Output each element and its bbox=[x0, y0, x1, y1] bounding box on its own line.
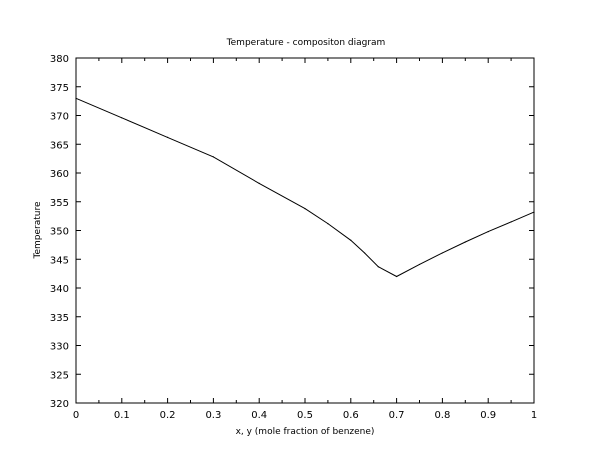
y-tick-label: 360 bbox=[50, 169, 69, 180]
x-tick-label: 0.1 bbox=[114, 410, 130, 421]
y-tick-label: 375 bbox=[50, 83, 69, 94]
data-point bbox=[418, 263, 421, 266]
x-tick-label: 0.9 bbox=[480, 410, 496, 421]
y-tick-label: 365 bbox=[50, 140, 69, 151]
y-tick-label: 345 bbox=[50, 255, 69, 266]
series-line bbox=[75, 97, 535, 278]
x-tick-label: 0.3 bbox=[205, 410, 221, 421]
data-point bbox=[510, 221, 512, 223]
x-tick-label: 0.8 bbox=[434, 410, 450, 421]
y-tick-label: 355 bbox=[50, 198, 69, 209]
y-tick-label: 325 bbox=[50, 370, 69, 381]
x-tick-label: 0.6 bbox=[343, 410, 359, 421]
y-tick-label: 335 bbox=[50, 313, 69, 324]
y-tick-label: 340 bbox=[50, 284, 69, 295]
data-point bbox=[327, 223, 329, 225]
data-point bbox=[363, 252, 366, 254]
y-axis-ticks: 320 325 330 335 340 345 350 355 360 365 370 375 380 bbox=[50, 54, 534, 410]
data-point bbox=[75, 97, 77, 99]
x-tick-label: 1 bbox=[531, 410, 537, 421]
data-point bbox=[258, 182, 260, 184]
data-point bbox=[304, 208, 306, 210]
x-axis-title: x, y (mole fraction of benzene) bbox=[236, 427, 375, 437]
chart-title: Temperature - compositon diagram bbox=[226, 38, 386, 48]
data-point bbox=[487, 231, 489, 233]
x-axis-ticks: 0 0.1 0.2 0.3 0.4 0.5 0.6 0.7 0.8 0.9 1 bbox=[73, 58, 537, 421]
y-tick-label: 380 bbox=[50, 54, 69, 65]
y-tick-label: 350 bbox=[50, 227, 69, 238]
data-point bbox=[533, 211, 535, 213]
y-tick-label: 320 bbox=[50, 399, 69, 410]
y-tick-label: 370 bbox=[50, 112, 69, 123]
data-point bbox=[441, 252, 443, 254]
y-axis-title: Temperature bbox=[33, 201, 43, 259]
plot-frame bbox=[75, 57, 535, 404]
y-tick-label: 330 bbox=[50, 342, 69, 353]
data-point bbox=[350, 239, 352, 241]
data-point bbox=[464, 241, 466, 243]
x-tick-label: 0.5 bbox=[297, 410, 313, 421]
data-point bbox=[121, 117, 123, 119]
series-layer bbox=[75, 97, 535, 278]
data-point bbox=[396, 275, 398, 278]
x-tick-label: 0.7 bbox=[389, 410, 405, 421]
x-tick-label: 0 bbox=[73, 410, 79, 421]
data-point bbox=[167, 136, 169, 138]
x-tick-label: 0.2 bbox=[160, 410, 176, 421]
data-point bbox=[377, 266, 379, 268]
data-point bbox=[212, 156, 214, 158]
x-tick-label: 0.4 bbox=[251, 410, 267, 421]
